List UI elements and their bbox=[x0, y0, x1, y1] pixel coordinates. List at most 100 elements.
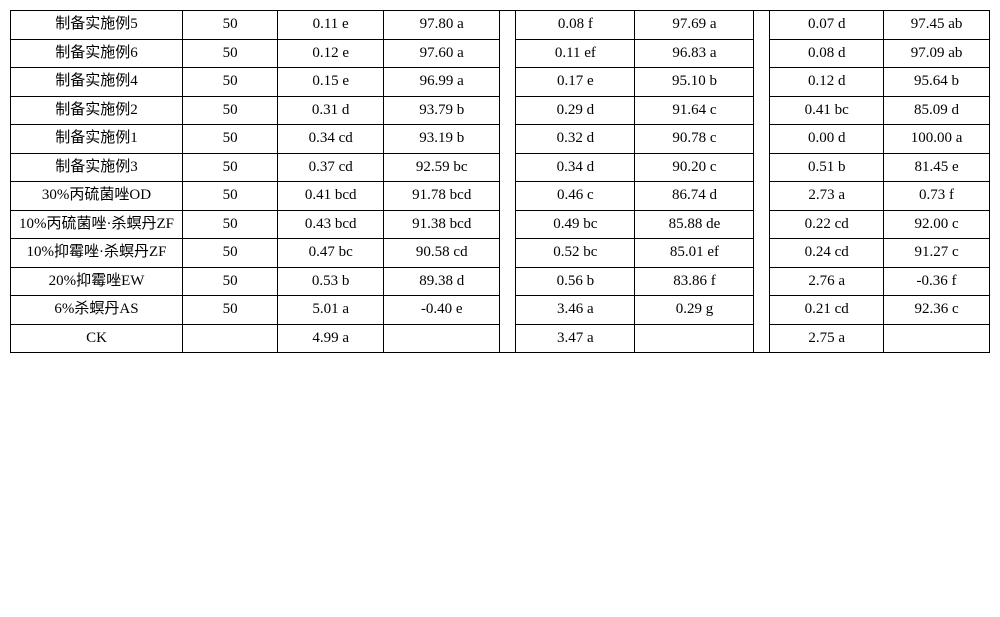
table-cell: 0.12 e bbox=[278, 39, 384, 68]
table-cell: 97.80 a bbox=[384, 11, 500, 40]
table-cell: 20%抑霉唑EW bbox=[11, 267, 183, 296]
gap-cell bbox=[500, 125, 516, 154]
table-cell: 0.53 b bbox=[278, 267, 384, 296]
table-cell: 50 bbox=[182, 296, 277, 325]
table-cell: 0.37 cd bbox=[278, 153, 384, 182]
table-cell: 0.41 bc bbox=[770, 96, 884, 125]
gap-cell bbox=[754, 239, 770, 268]
table-cell: 93.79 b bbox=[384, 96, 500, 125]
table-cell: 0.21 cd bbox=[770, 296, 884, 325]
table-cell: 0.11 ef bbox=[516, 39, 635, 68]
gap-cell bbox=[500, 239, 516, 268]
gap-cell bbox=[500, 210, 516, 239]
table-cell: 0.43 bcd bbox=[278, 210, 384, 239]
table-cell bbox=[884, 324, 990, 353]
table-cell: 90.78 c bbox=[635, 125, 754, 154]
table-cell: 0.07 d bbox=[770, 11, 884, 40]
table-cell: 81.45 e bbox=[884, 153, 990, 182]
table-cell: 4.99 a bbox=[278, 324, 384, 353]
table-cell: 制备实施例1 bbox=[11, 125, 183, 154]
gap-cell bbox=[754, 267, 770, 296]
table-cell: 0.47 bc bbox=[278, 239, 384, 268]
table-cell: 50 bbox=[182, 96, 277, 125]
gap-cell bbox=[754, 296, 770, 325]
table-cell: 92.00 c bbox=[884, 210, 990, 239]
table-cell: 0.32 d bbox=[516, 125, 635, 154]
table-cell: 制备实施例6 bbox=[11, 39, 183, 68]
table-cell: 95.10 b bbox=[635, 68, 754, 97]
table-cell: 93.19 b bbox=[384, 125, 500, 154]
table-cell: 0.12 d bbox=[770, 68, 884, 97]
table-cell: 0.29 d bbox=[516, 96, 635, 125]
table-cell: 0.15 e bbox=[278, 68, 384, 97]
table-cell bbox=[182, 324, 277, 353]
table-cell: CK bbox=[11, 324, 183, 353]
table-cell: 6%杀螟丹AS bbox=[11, 296, 183, 325]
table-cell: 制备实施例3 bbox=[11, 153, 183, 182]
table-cell: -0.36 f bbox=[884, 267, 990, 296]
gap-cell bbox=[754, 96, 770, 125]
table-cell: 制备实施例5 bbox=[11, 11, 183, 40]
table-cell: 2.76 a bbox=[770, 267, 884, 296]
table-cell: 0.41 bcd bbox=[278, 182, 384, 211]
table-cell: 0.17 e bbox=[516, 68, 635, 97]
table-cell: 90.58 cd bbox=[384, 239, 500, 268]
table-cell: 10%丙硫菌唑·杀螟丹ZF bbox=[11, 210, 183, 239]
table-cell: 0.51 b bbox=[770, 153, 884, 182]
table-cell: 100.00 a bbox=[884, 125, 990, 154]
table-cell: 92.36 c bbox=[884, 296, 990, 325]
table-cell: 50 bbox=[182, 182, 277, 211]
table-cell: 0.24 cd bbox=[770, 239, 884, 268]
table-cell: 0.08 d bbox=[770, 39, 884, 68]
table-cell: 50 bbox=[182, 267, 277, 296]
table-cell: 3.47 a bbox=[516, 324, 635, 353]
table-cell: 50 bbox=[182, 39, 277, 68]
gap-cell bbox=[754, 182, 770, 211]
table-cell bbox=[635, 324, 754, 353]
gap-cell bbox=[500, 324, 516, 353]
table-cell: 0.34 d bbox=[516, 153, 635, 182]
table-cell bbox=[384, 324, 500, 353]
table-cell: 50 bbox=[182, 239, 277, 268]
table-cell: 3.46 a bbox=[516, 296, 635, 325]
table-cell: 91.78 bcd bbox=[384, 182, 500, 211]
table-cell: 5.01 a bbox=[278, 296, 384, 325]
table-cell: 96.99 a bbox=[384, 68, 500, 97]
table-cell: 0.46 c bbox=[516, 182, 635, 211]
gap-cell bbox=[754, 153, 770, 182]
table-cell: 95.64 b bbox=[884, 68, 990, 97]
table-cell: 92.59 bc bbox=[384, 153, 500, 182]
table-cell: 0.29 g bbox=[635, 296, 754, 325]
gap-cell bbox=[754, 324, 770, 353]
table-cell: 制备实施例4 bbox=[11, 68, 183, 97]
table-cell: 0.31 d bbox=[278, 96, 384, 125]
table-cell: 85.01 ef bbox=[635, 239, 754, 268]
table-cell: 50 bbox=[182, 153, 277, 182]
table-cell: 97.45 ab bbox=[884, 11, 990, 40]
table-cell: 0.00 d bbox=[770, 125, 884, 154]
table-cell: 91.38 bcd bbox=[384, 210, 500, 239]
table-cell: 97.69 a bbox=[635, 11, 754, 40]
table-cell: 83.86 f bbox=[635, 267, 754, 296]
table-cell: -0.40 e bbox=[384, 296, 500, 325]
gap-cell bbox=[754, 68, 770, 97]
table-cell: 85.09 d bbox=[884, 96, 990, 125]
gap-cell bbox=[754, 210, 770, 239]
table-cell: 85.88 de bbox=[635, 210, 754, 239]
table-cell: 10%抑霉唑·杀螟丹ZF bbox=[11, 239, 183, 268]
table-cell: 50 bbox=[182, 68, 277, 97]
table-cell: 50 bbox=[182, 210, 277, 239]
table-cell: 97.09 ab bbox=[884, 39, 990, 68]
table-cell: 0.56 b bbox=[516, 267, 635, 296]
gap-cell bbox=[500, 153, 516, 182]
table-cell: 0.11 e bbox=[278, 11, 384, 40]
table-cell: 制备实施例2 bbox=[11, 96, 183, 125]
table-cell: 30%丙硫菌唑OD bbox=[11, 182, 183, 211]
table-cell: 2.75 a bbox=[770, 324, 884, 353]
gap-cell bbox=[754, 39, 770, 68]
table-cell: 90.20 c bbox=[635, 153, 754, 182]
table-cell: 0.49 bc bbox=[516, 210, 635, 239]
table-cell: 0.52 bc bbox=[516, 239, 635, 268]
gap-cell bbox=[500, 267, 516, 296]
gap-cell bbox=[754, 125, 770, 154]
